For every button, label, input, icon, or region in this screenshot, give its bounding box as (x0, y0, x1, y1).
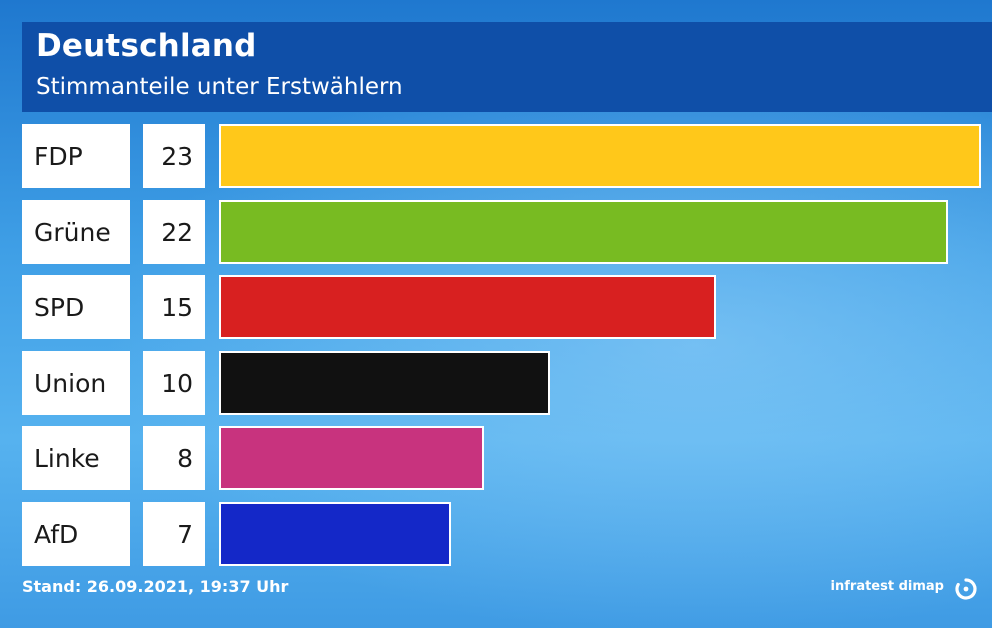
chart-header: Deutschland Stimmanteile unter Erstwähle… (22, 22, 992, 112)
value-label-union: 10 (143, 351, 205, 415)
value-label-linke: 8 (143, 426, 205, 490)
bar-gr-ne (219, 200, 948, 264)
party-label-gr-ne: Grüne (22, 200, 130, 264)
party-label-spd: SPD (22, 275, 130, 339)
infratest-dimap-logo-icon (955, 578, 977, 600)
source-label: infratest dimap (830, 579, 944, 594)
party-label-linke: Linke (22, 426, 130, 490)
chart-subtitle: Stimmanteile unter Erstwählern (36, 74, 403, 100)
bar-spd (219, 275, 716, 339)
party-label-fdp: FDP (22, 124, 130, 188)
chart-footer: Stand: 26.09.2021, 19:37 Uhr infratest d… (22, 577, 992, 603)
value-label-fdp: 23 (143, 124, 205, 188)
value-label-spd: 15 (143, 275, 205, 339)
value-label-afd: 7 (143, 502, 205, 566)
value-label-gr-ne: 22 (143, 200, 205, 264)
party-label-union: Union (22, 351, 130, 415)
bar-fdp (219, 124, 981, 188)
chart-title: Deutschland (36, 28, 257, 64)
bar-linke (219, 426, 484, 490)
bar-union (219, 351, 550, 415)
party-label-afd: AfD (22, 502, 130, 566)
timestamp-label: Stand: 26.09.2021, 19:37 Uhr (22, 577, 289, 596)
bar-afd (219, 502, 451, 566)
